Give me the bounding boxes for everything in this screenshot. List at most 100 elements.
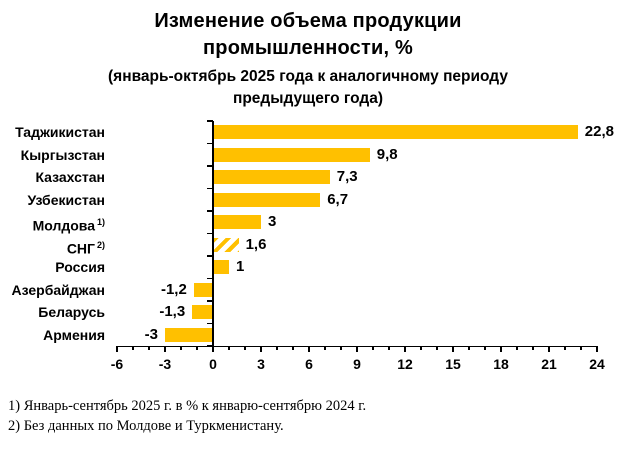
x-axis-major-tick	[260, 346, 262, 352]
bar	[213, 170, 330, 185]
x-axis-tick-label: -6	[110, 356, 124, 372]
x-axis-minor-tick	[228, 346, 230, 350]
x-axis-minor-tick	[196, 346, 198, 350]
x-axis-tick-label: -3	[158, 356, 172, 372]
category-label-text: Таджикистан	[15, 124, 105, 140]
category-label-text: Азербайджан	[11, 281, 106, 298]
category-label: Молдова 1)	[33, 211, 105, 237]
bar-value-label: 1	[236, 258, 245, 275]
category-label: Казахстан	[35, 166, 105, 189]
x-axis-minor-tick	[532, 346, 534, 350]
x-axis-major-tick	[452, 346, 454, 352]
category-label-text: Казахстан	[35, 169, 105, 185]
x-axis-major-tick	[116, 346, 118, 352]
category-axis-tick	[207, 187, 213, 190]
x-axis-minor-tick	[244, 346, 246, 350]
x-axis-tick-label: 18	[493, 356, 509, 372]
chart-subtitle-line-1: (январь-октябрь 2025 года к аналогичному…	[108, 68, 508, 85]
bar	[213, 147, 370, 162]
x-axis-minor-tick	[132, 346, 134, 350]
chart-subtitle-line-2: предыдущего года)	[232, 90, 384, 107]
x-axis-minor-tick	[340, 346, 342, 350]
bar	[213, 215, 261, 230]
bar-value-label: 22,8	[584, 123, 614, 140]
category-axis-tick	[207, 322, 213, 325]
x-axis-tick-label: 9	[353, 356, 361, 372]
category-axis-tick	[207, 120, 213, 122]
x-axis-tick-label: 21	[541, 356, 557, 372]
bar-value-label: -1,3	[159, 303, 186, 320]
bar	[213, 260, 229, 275]
x-axis-major-tick	[596, 346, 598, 352]
bar	[193, 282, 213, 297]
category-label-text: Узбекистан	[27, 191, 105, 208]
bar-value-label: -1,2	[160, 280, 187, 298]
bar-value-label: 1,6	[245, 235, 267, 253]
x-axis-major-tick	[308, 346, 310, 352]
x-axis-minor-tick	[180, 346, 182, 350]
category-axis-tick	[207, 165, 213, 167]
x-axis-tick-label: 6	[305, 356, 313, 372]
x-axis-major-tick	[356, 346, 358, 352]
category-label: Армения	[43, 324, 105, 347]
x-axis-minor-tick	[580, 346, 582, 350]
category-axis-tick	[207, 232, 213, 235]
category-label-text: Россия	[55, 259, 105, 275]
bar	[213, 192, 321, 207]
bar-value-label: 7,3	[336, 168, 358, 185]
x-axis-minor-tick	[564, 346, 566, 350]
category-axis: Таджикистан Кыргызстан Казахстан Узбекистан…	[0, 121, 106, 347]
bar-chart-plot-area: 22,8 9,8 7,3 6,7 3 1,6 1 -1,2 -1,3 -3 -6 -3 0 3 6 9 12 15…	[111, 120, 614, 372]
x-axis-minor-tick	[276, 346, 278, 350]
category-label: СНГ 2)	[67, 234, 105, 260]
bar-value-label: 9,8	[376, 145, 398, 163]
x-axis-minor-tick	[436, 346, 438, 350]
x-axis-minor-tick	[324, 346, 326, 350]
x-axis-minor-tick	[468, 346, 470, 350]
category-axis-tick	[207, 300, 213, 302]
bar	[213, 125, 578, 140]
category-axis-tick	[207, 345, 213, 347]
chart-title-line-2: промышленности, %	[203, 37, 413, 59]
category-label: Азербайджан	[12, 279, 106, 302]
chart-title-line-1: Изменение объема продукции	[154, 10, 462, 32]
x-axis-tick-label: 3	[257, 356, 265, 372]
x-axis-minor-tick	[292, 346, 294, 350]
x-axis-minor-tick	[388, 346, 390, 350]
footnote-marker: 2)	[96, 239, 105, 250]
bar-hatched	[213, 237, 239, 252]
x-axis-tick-label: 12	[397, 356, 413, 372]
category-label: Россия	[55, 256, 105, 279]
category-axis-tick	[207, 255, 213, 257]
category-label-text: Беларусь	[38, 304, 105, 320]
x-axis-minor-tick	[148, 346, 150, 350]
x-axis-major-tick	[404, 346, 406, 352]
chart-header: Изменение объема продукции промышленност…	[0, 8, 616, 110]
footnotes: 1) Январь-сентябрь 2025 г. в % к январю-…	[8, 397, 366, 436]
bar	[192, 305, 213, 320]
category-axis-tick	[207, 277, 213, 280]
category-label: Узбекистан	[27, 189, 105, 212]
category-label: Кыргызстан	[21, 144, 105, 167]
x-axis-major-tick	[212, 346, 214, 352]
x-axis-tick-label: 0	[209, 356, 217, 372]
footnote-2: 2) Без данных по Молдове и Туркменистану…	[8, 417, 284, 434]
bar-value-label: 3	[268, 213, 277, 230]
x-axis-major-tick	[548, 346, 550, 352]
footnote-1: 1) Январь-сентябрь 2025 г. в % к январю-…	[8, 398, 367, 414]
x-axis-tick-label: 24	[589, 356, 605, 372]
chart-subtitle: (январь-октябрь 2025 года к аналогичному…	[0, 66, 616, 110]
category-label: Беларусь	[38, 301, 105, 324]
bar-value-label: 6,7	[327, 190, 349, 208]
x-axis-major-tick	[500, 346, 502, 352]
category-label-text: Армения	[43, 326, 105, 343]
x-axis-minor-tick	[516, 346, 518, 350]
category-label-text: СНГ	[66, 240, 95, 257]
category-axis-tick	[207, 210, 213, 212]
x-axis-minor-tick	[372, 346, 374, 350]
x-axis-minor-tick	[420, 346, 422, 350]
x-axis-tick-label: 15	[445, 356, 461, 372]
category-label: Таджикистан	[15, 121, 105, 144]
category-label-text: Молдова	[32, 217, 95, 234]
